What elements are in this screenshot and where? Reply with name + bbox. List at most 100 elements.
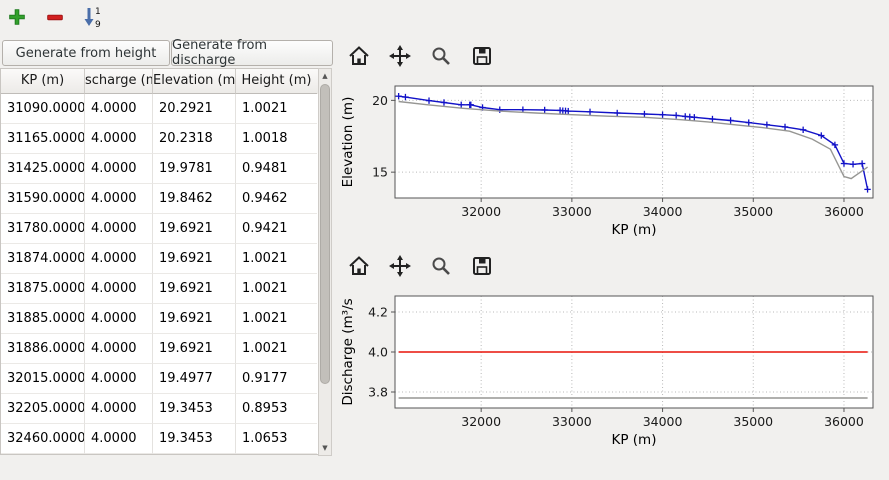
table-cell[interactable]: 19.8462 <box>153 184 236 214</box>
table-row: 31425.0000 4.0000 19.9781 0.9481 <box>1 154 319 184</box>
generate-from-discharge-button[interactable]: Generate from discharge <box>171 38 333 68</box>
table-cell[interactable]: 4.0000 <box>85 124 153 154</box>
table-row: 32460.0000 4.0000 19.3453 1.0653 <box>1 424 319 454</box>
table-cell[interactable]: 4.0000 <box>85 334 153 364</box>
table-cell[interactable]: 1.0653 <box>236 424 317 454</box>
home-button[interactable] <box>345 42 373 70</box>
table-cell[interactable]: 4.0000 <box>85 94 153 124</box>
home-button[interactable] <box>345 252 373 280</box>
pan-icon <box>389 45 411 67</box>
table-cell[interactable]: 31590.0000 <box>1 184 85 214</box>
table-cell[interactable]: 19.3453 <box>153 394 236 424</box>
discharge-chart[interactable]: 32000 33000 34000 35000 36000 3.8 4.0 4.2 KP (m)… <box>337 286 887 450</box>
table-cell[interactable]: 32205.0000 <box>1 394 85 424</box>
remove-row-button[interactable] <box>42 4 68 30</box>
table-cell[interactable]: 1.0021 <box>236 304 317 334</box>
table-row: 31886.0000 4.0000 19.6921 1.0021 <box>1 334 319 364</box>
table-cell[interactable]: 19.3453 <box>153 424 236 454</box>
pan-button[interactable] <box>386 252 414 280</box>
table-cell[interactable]: 4.0000 <box>85 184 153 214</box>
zoom-button[interactable] <box>427 252 455 280</box>
table-cell[interactable]: 20.2318 <box>153 124 236 154</box>
svg-text:36000: 36000 <box>824 204 864 219</box>
table-cell[interactable]: 19.9781 <box>153 154 236 184</box>
table-cell[interactable]: 1.0021 <box>236 274 317 304</box>
table-cell[interactable]: 19.6921 <box>153 244 236 274</box>
table-row: 31875.0000 4.0000 19.6921 1.0021 <box>1 274 319 304</box>
table-cell[interactable]: 1.0021 <box>236 244 317 274</box>
svg-text:34000: 34000 <box>643 204 683 219</box>
table-cell[interactable]: 4.0000 <box>85 214 153 244</box>
table-cell[interactable]: 31885.0000 <box>1 304 85 334</box>
table-cell[interactable]: 19.6921 <box>153 274 236 304</box>
table-cell[interactable]: 0.9481 <box>236 154 317 184</box>
svg-text:3.8: 3.8 <box>368 385 388 400</box>
table-cell[interactable]: 31090.0000 <box>1 94 85 124</box>
svg-text:33000: 33000 <box>552 414 592 429</box>
column-header[interactable]: Height (m) <box>236 69 317 94</box>
table-cell[interactable]: 4.0000 <box>85 154 153 184</box>
column-header[interactable]: Elevation (m) <box>153 69 236 94</box>
elevation-chart-toolbar <box>345 42 496 70</box>
save-button[interactable] <box>468 252 496 280</box>
svg-text:34000: 34000 <box>643 414 683 429</box>
svg-text:15: 15 <box>372 165 388 180</box>
table-cell[interactable]: 19.6921 <box>153 214 236 244</box>
table-cell[interactable]: 32460.0000 <box>1 424 85 454</box>
elevation-chart[interactable]: 32000 33000 34000 35000 36000 15 20 KP (m) Eleva… <box>337 76 887 240</box>
svg-text:KP (m): KP (m) <box>612 432 657 448</box>
table-cell[interactable]: 4.0000 <box>85 244 153 274</box>
pan-button[interactable] <box>386 42 414 70</box>
scrollbar-thumb[interactable] <box>320 84 330 384</box>
table-row: 31090.0000 4.0000 20.2921 1.0021 <box>1 94 319 124</box>
table-body: 31090.0000 4.0000 20.2921 1.0021 31165.0000 4… <box>1 94 319 454</box>
table-cell[interactable]: 19.6921 <box>153 304 236 334</box>
table-cell[interactable]: 19.4977 <box>153 364 236 394</box>
svg-text:KP (m): KP (m) <box>612 222 657 238</box>
sort-button[interactable]: 1 9 <box>80 4 106 30</box>
table-cell[interactable]: 31886.0000 <box>1 334 85 364</box>
table-cell[interactable]: 31874.0000 <box>1 244 85 274</box>
table-cell[interactable]: 4.0000 <box>85 394 153 424</box>
column-header[interactable]: scharge (m³ <box>85 69 153 94</box>
table-cell[interactable]: 4.0000 <box>85 304 153 334</box>
table-cell[interactable]: 0.9421 <box>236 214 317 244</box>
table-cell[interactable]: 20.2921 <box>153 94 236 124</box>
table-cell[interactable]: 31165.0000 <box>1 124 85 154</box>
zoom-button[interactable] <box>427 42 455 70</box>
save-button[interactable] <box>468 42 496 70</box>
table-header-row: KP (m)scharge (m³Elevation (m)Height (m) <box>1 69 319 94</box>
table-cell[interactable]: 0.8953 <box>236 394 317 424</box>
scroll-down-icon[interactable]: ▼ <box>322 444 328 452</box>
minus-icon <box>47 14 63 21</box>
table-cell[interactable]: 4.0000 <box>85 364 153 394</box>
svg-text:Elevation (m): Elevation (m) <box>340 97 356 188</box>
table-row: 31165.0000 4.0000 20.2318 1.0018 <box>1 124 319 154</box>
table-row: 31874.0000 4.0000 19.6921 1.0021 <box>1 244 319 274</box>
add-row-button[interactable] <box>4 4 30 30</box>
table-cell[interactable]: 1.0018 <box>236 124 317 154</box>
table-cell[interactable]: 0.9177 <box>236 364 317 394</box>
svg-text:4.0: 4.0 <box>368 345 388 360</box>
table-row: 31885.0000 4.0000 19.6921 1.0021 <box>1 304 319 334</box>
column-header[interactable]: KP (m) <box>1 69 85 94</box>
scroll-up-icon[interactable]: ▲ <box>322 72 328 80</box>
table-cell[interactable]: 32015.0000 <box>1 364 85 394</box>
table-cell[interactable]: 19.6921 <box>153 334 236 364</box>
table-cell[interactable]: 4.0000 <box>85 274 153 304</box>
table-row: 32015.0000 4.0000 19.4977 0.9177 <box>1 364 319 394</box>
table-cell[interactable]: 31780.0000 <box>1 214 85 244</box>
table-cell[interactable]: 1.0021 <box>236 94 317 124</box>
table-cell[interactable]: 4.0000 <box>85 424 153 454</box>
table-cell[interactable]: 31875.0000 <box>1 274 85 304</box>
table-scrollbar[interactable]: ▲ ▼ <box>318 68 332 456</box>
table-cell[interactable]: 31425.0000 <box>1 154 85 184</box>
table-cell[interactable]: 0.9462 <box>236 184 317 214</box>
generate-from-height-button[interactable]: Generate from height <box>2 40 170 66</box>
sort-ascending-icon: 1 9 <box>84 7 101 29</box>
table-row: 32205.0000 4.0000 19.3453 0.8953 <box>1 394 319 424</box>
discharge-chart-toolbar <box>345 252 496 280</box>
magnifier-icon <box>432 257 450 275</box>
table-cell[interactable]: 1.0021 <box>236 334 317 364</box>
